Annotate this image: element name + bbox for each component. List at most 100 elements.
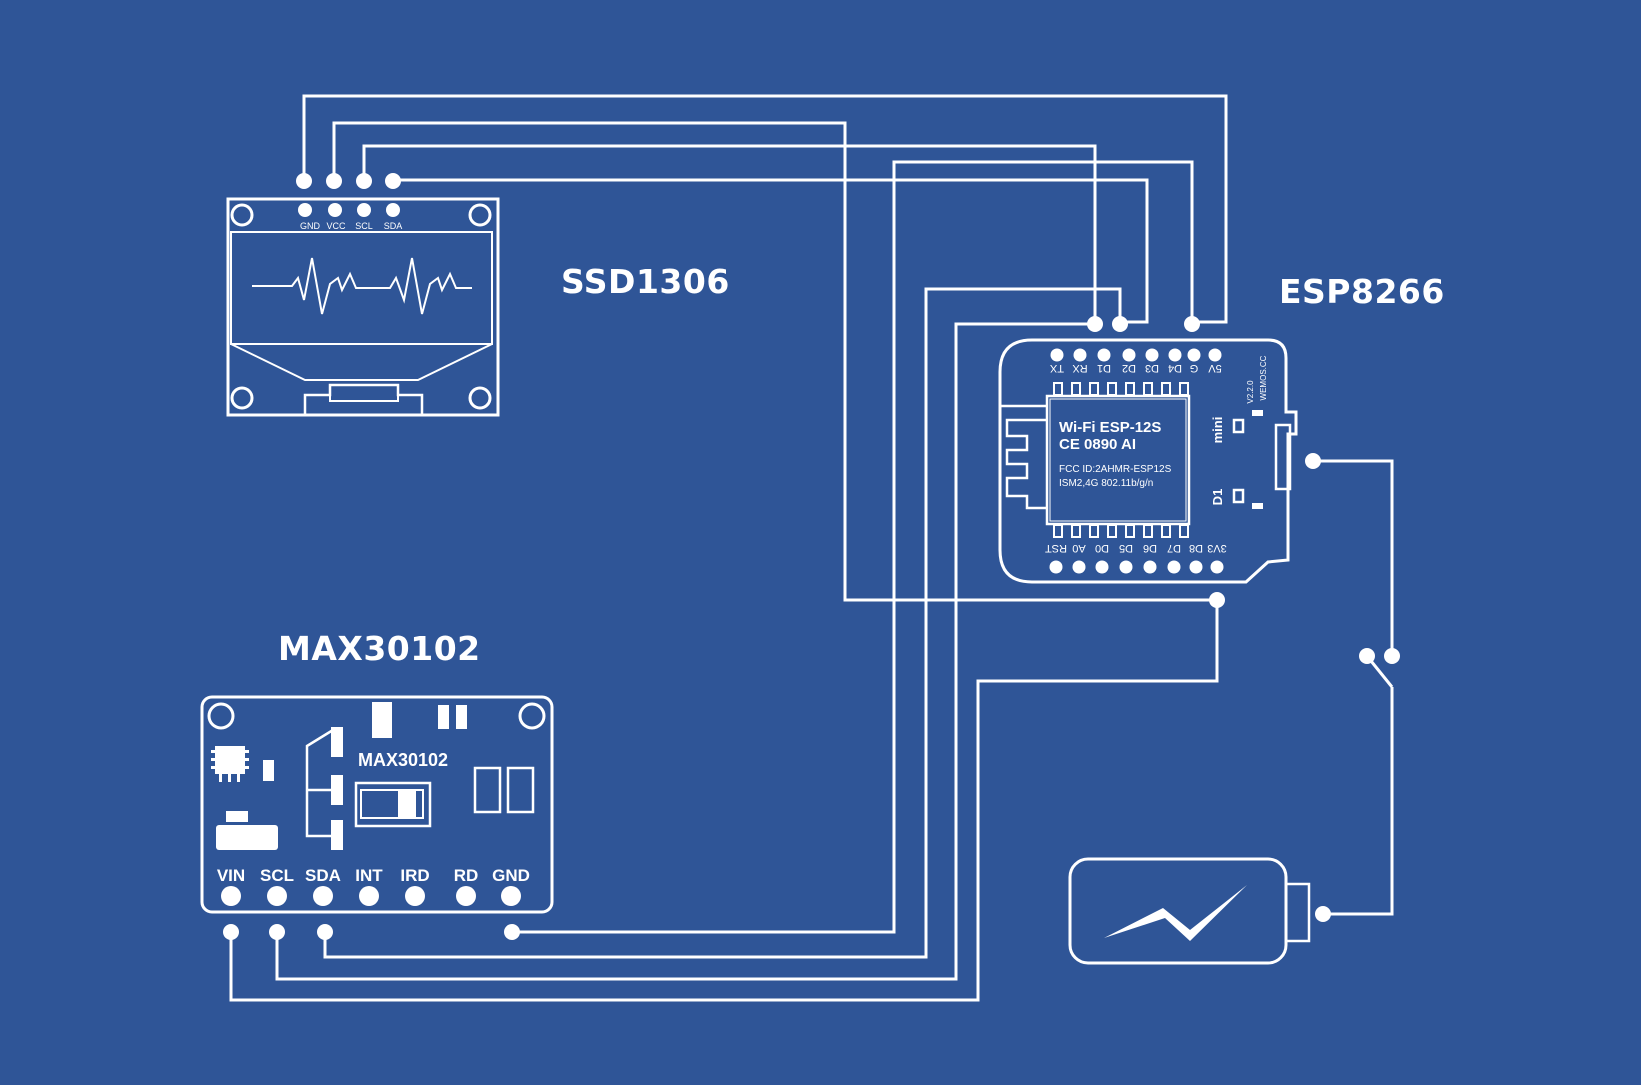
esp12s-castellation [1089, 524, 1099, 538]
esp12s-shield [1045, 394, 1191, 526]
max-cap-2 [506, 766, 535, 814]
max-led-3 [331, 820, 343, 850]
oled-pin-label-vcc: VCC [326, 221, 346, 231]
oled-module [226, 197, 500, 417]
wire-max-vin-3v3 [229, 600, 1219, 1002]
esp-pin-label: D3 [1145, 362, 1159, 374]
dot-oled-sda [385, 173, 401, 189]
esp-antenna-trace [1000, 404, 1047, 510]
max-pin-pad [405, 886, 425, 906]
esp12s-castellation [1125, 524, 1135, 538]
esp-pin-label: RST [1045, 542, 1067, 554]
max-pin-label: SCL [260, 866, 294, 885]
oled-glass-edge [230, 343, 493, 381]
esp-module-line2: CE 0890 AI [1059, 436, 1136, 453]
battery-terminal [1284, 882, 1311, 943]
dot-esp-d2 [1112, 316, 1128, 332]
esp-pin-pad [1187, 348, 1201, 362]
max-sensor-window-inner [360, 789, 424, 819]
max-hole-tr [518, 702, 546, 730]
max-cap-1 [473, 766, 502, 814]
max-pin-label: VIN [217, 866, 245, 885]
esp12s-castellation [1179, 382, 1189, 396]
wire-max-scl-esp-d1 [275, 322, 1095, 981]
oled-pad-scl [357, 203, 371, 217]
esp-pin-pad [1119, 560, 1133, 574]
esp-pin-pad [1145, 348, 1159, 362]
esp-pin-pad [1168, 348, 1182, 362]
esp12s-castellation [1143, 524, 1153, 538]
max-sensor-pad [398, 791, 416, 817]
dot-switch-b [1384, 648, 1400, 664]
wire-usb-switch [1313, 459, 1394, 656]
esp-small-parts [1252, 410, 1263, 509]
max-reg-leg-a [219, 774, 222, 782]
oled-screen [230, 231, 493, 345]
esp12s-castellation [1053, 382, 1063, 396]
esp-smd-1 [1252, 410, 1263, 416]
max-pin-pad [313, 886, 333, 906]
dot-oled-vcc [326, 173, 342, 189]
esp-pin-label: G [1190, 362, 1199, 374]
max-led-1 [331, 727, 343, 757]
esp-pin-pad [1097, 348, 1111, 362]
esp-pin-label: D0 [1095, 542, 1109, 554]
max-reg-pin-a [211, 750, 249, 753]
max-hole-tl [207, 702, 235, 730]
max-sensor-window [354, 781, 432, 828]
max-part-top-1 [372, 702, 392, 738]
max-part-top-2 [438, 705, 449, 729]
esp-side-mini: mini [1210, 417, 1225, 444]
max-resistor [263, 760, 274, 781]
oled-board [226, 197, 500, 417]
wire-max-gnd-esp-g [512, 160, 1194, 934]
max-board [200, 695, 554, 914]
esp12s-castellations [1053, 382, 1189, 538]
esp-pin-label: D2 [1122, 362, 1136, 374]
max-pin-pad [221, 886, 241, 906]
esp-board-outline [998, 338, 1298, 584]
wire-oled-scl-esp-d1 [362, 144, 1097, 324]
max-crystal-cap [226, 811, 248, 822]
esp-side-d1: D1 [1210, 489, 1225, 506]
usb-connector [1274, 423, 1292, 491]
esp-brand: WEMOS.CC [1259, 355, 1268, 400]
wire-oled-gnd-esp-5v [302, 94, 1228, 324]
oled-hole-tr [468, 203, 492, 227]
esp-title: ESP8266 [1279, 272, 1445, 311]
dot-usb [1305, 453, 1321, 469]
esp-smd-2 [1252, 503, 1263, 509]
max-reg-pin-b [211, 758, 249, 761]
lightning-bolt-icon [1104, 885, 1247, 941]
esp-pin-label: A0 [1072, 542, 1085, 554]
esp12s-castellation [1143, 382, 1153, 396]
dot-oled-gnd [296, 173, 312, 189]
esp-pin-label: RX [1072, 362, 1088, 374]
max-title: MAX30102 [278, 629, 481, 668]
esp-pin-label: D1 [1097, 362, 1111, 374]
esp-version: V2.2.0 [1246, 380, 1255, 404]
esp-pin-label: 5V [1208, 362, 1222, 374]
max-module [200, 695, 554, 914]
max-crystal [216, 825, 278, 850]
esp12s-castellation [1161, 382, 1171, 396]
esp-pin-label: TX [1049, 362, 1064, 374]
esp12s-shield-inner [1049, 398, 1187, 522]
dot-max-gnd [504, 924, 520, 940]
esp-bottom-pin-row: RST A0 D0 D5 D6 D7 D8 3V3 [1045, 542, 1227, 574]
oled-pad-vcc [328, 203, 342, 217]
esp-pin-pad [1210, 560, 1224, 574]
max-reg-leg-c [237, 774, 240, 782]
oled-hole-br [468, 386, 492, 410]
esp-pin-label: 3V3 [1207, 542, 1227, 554]
dot-max-scl [269, 924, 285, 940]
max-pin-pad [267, 886, 287, 906]
max-pin-pad [359, 886, 379, 906]
esp-pin-pad [1072, 560, 1086, 574]
wire-max-sda-esp-d2 [323, 287, 1122, 959]
oled-pins: GND VCC SCL SDA [298, 203, 402, 231]
max-pin-label: RD [454, 866, 479, 885]
oled-flex-tab [329, 384, 399, 402]
dot-max-vin [223, 924, 239, 940]
